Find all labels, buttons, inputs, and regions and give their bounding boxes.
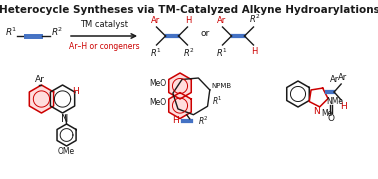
Text: $R^1$: $R^1$ xyxy=(150,47,161,59)
Text: MeO: MeO xyxy=(149,98,166,107)
Text: Ar: Ar xyxy=(330,75,339,84)
Polygon shape xyxy=(169,93,191,119)
Text: Heterocycle Syntheses via TM-Catalyzed Alkyne Hydroarylations: Heterocycle Syntheses via TM-Catalyzed A… xyxy=(0,5,378,15)
Text: $R^2$: $R^2$ xyxy=(51,26,64,38)
Text: Ar: Ar xyxy=(151,16,160,25)
Text: $R^1$: $R^1$ xyxy=(216,47,227,59)
Text: NMe: NMe xyxy=(326,98,343,107)
Text: N: N xyxy=(61,114,68,124)
Text: MeO: MeO xyxy=(149,79,166,88)
Text: H: H xyxy=(72,88,79,96)
Text: H: H xyxy=(185,16,192,25)
Text: OMe: OMe xyxy=(58,147,75,156)
Text: H: H xyxy=(251,47,258,56)
Polygon shape xyxy=(169,73,191,99)
Text: Me: Me xyxy=(321,109,332,118)
Text: Ar: Ar xyxy=(217,16,226,25)
Polygon shape xyxy=(287,81,309,107)
Text: Ar–H or congeners: Ar–H or congeners xyxy=(69,42,139,51)
Polygon shape xyxy=(309,88,328,107)
Text: $R^1$: $R^1$ xyxy=(5,26,17,38)
Text: N: N xyxy=(313,107,319,116)
Text: $R^2$: $R^2$ xyxy=(249,13,260,25)
Text: H: H xyxy=(172,116,179,125)
Text: $R^2$: $R^2$ xyxy=(183,47,194,59)
Text: TM catalyst: TM catalyst xyxy=(80,20,128,29)
Text: $R^2$: $R^2$ xyxy=(198,115,209,127)
Polygon shape xyxy=(29,85,54,113)
Text: NPMB: NPMB xyxy=(212,83,232,89)
Polygon shape xyxy=(50,85,75,113)
Text: Ar: Ar xyxy=(338,73,347,82)
Text: or: or xyxy=(200,30,210,38)
Text: $R^1$: $R^1$ xyxy=(212,95,223,107)
Text: O: O xyxy=(328,114,335,123)
Text: H: H xyxy=(340,102,347,111)
Text: Ar: Ar xyxy=(34,75,44,84)
